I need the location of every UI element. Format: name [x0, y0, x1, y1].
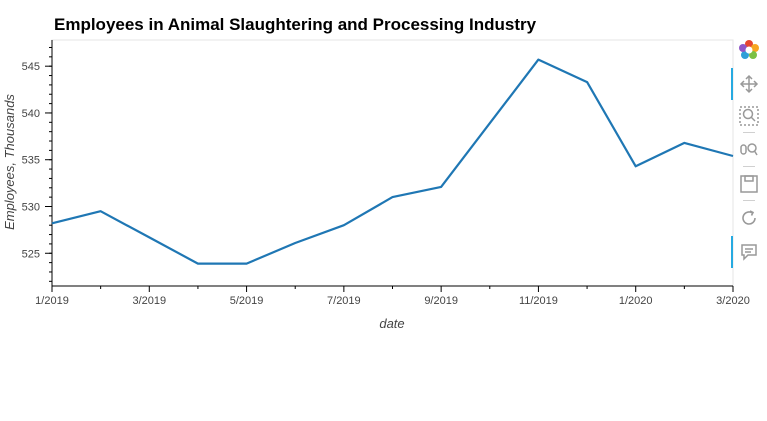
bokeh-logo-icon[interactable]: [737, 38, 761, 62]
x-tick-label: 7/2019: [327, 295, 361, 307]
toolbar-separator: [743, 200, 755, 201]
x-tick-label: 5/2019: [230, 295, 264, 307]
x-tick-label: 3/2019: [132, 295, 166, 307]
pan-active-indicator: [731, 68, 733, 100]
box-zoom-icon[interactable]: [737, 104, 761, 128]
y-axis: 525 530 535 540 545: [22, 40, 53, 286]
save-icon[interactable]: [737, 172, 761, 196]
x-tick-label: 1/2020: [619, 295, 653, 307]
pan-icon[interactable]: [737, 72, 761, 96]
x-tick-label: 11/2019: [519, 295, 558, 307]
toolbar-separator: [743, 166, 755, 167]
wheel-zoom-icon[interactable]: [737, 138, 761, 162]
series-layer: [51, 58, 734, 265]
toolbar-separator: [743, 132, 755, 133]
x-axis: 1/2019 3/2019 5/2019 7/2019 9/2019 11/2019 1/2…: [35, 285, 750, 307]
plot-area[interactable]: [51, 39, 734, 287]
reset-icon[interactable]: [737, 206, 761, 230]
x-tick-label: 3/2020: [716, 295, 750, 307]
x-axis-label: date: [379, 316, 404, 331]
y-axis-label: Employees, Thousands: [2, 94, 17, 230]
series-line: [51, 58, 734, 265]
hover-icon[interactable]: [737, 240, 761, 264]
y-tick-label: 525: [22, 248, 40, 260]
x-tick-label: 1/2019: [35, 295, 69, 307]
chart-toolbar: [731, 38, 765, 278]
hover-active-indicator: [731, 236, 733, 268]
plot-border: [51, 39, 734, 287]
y-tick-label: 530: [22, 201, 40, 213]
x-tick-label: 9/2019: [424, 295, 458, 307]
y-tick-label: 545: [22, 61, 40, 73]
y-tick-label: 535: [22, 155, 40, 167]
chart-title: Employees in Animal Slaughtering and Pro…: [54, 15, 537, 34]
y-tick-label: 540: [22, 108, 40, 120]
